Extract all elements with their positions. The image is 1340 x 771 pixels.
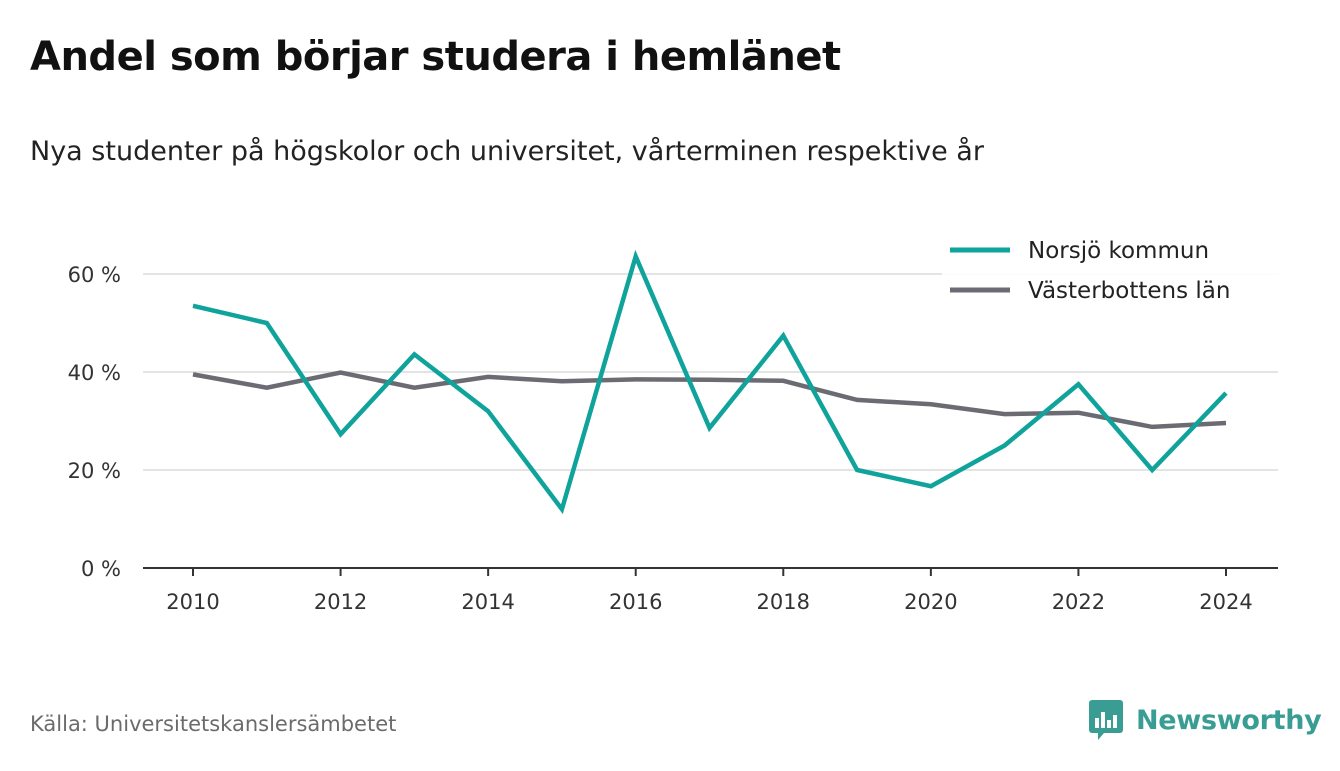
series-line-vasterbotten: [192, 370, 1227, 430]
x-tick-label: 2022: [1052, 590, 1105, 614]
y-tick-label: 40 %: [68, 361, 121, 385]
x-tick-label: 2020: [904, 590, 957, 614]
y-tick-label: 20 %: [68, 459, 121, 483]
legend-label: Västerbottens län: [1028, 278, 1230, 304]
series-line-norsjo: [192, 249, 1228, 515]
y-tick-label: 0 %: [81, 557, 121, 581]
source-note: Källa: Universitetskanslersämbetet: [30, 712, 397, 736]
brand: Newsworthy: [1088, 698, 1322, 742]
x-tick-label: 2014: [461, 590, 514, 614]
legend-label: Norsjö kommun: [1028, 238, 1209, 264]
x-tick-label: 2024: [1199, 590, 1252, 614]
chart-subtitle: Nya studenter på högskolor och universit…: [30, 136, 984, 167]
line-chart: 0 % 20 % 40 % 60 % 2010 2012 2014 2016 2018 2020 2…: [67, 238, 1278, 614]
x-tick-label: 2010: [166, 590, 219, 614]
chart-title: Andel som börjar studera i hemlänet: [30, 34, 841, 80]
newsworthy-logo-icon: [1089, 700, 1123, 740]
x-tick-label: 2018: [757, 590, 810, 614]
y-tick-label: 60 %: [68, 263, 121, 287]
x-tick-label: 2012: [314, 590, 367, 614]
brand-name: Newsworthy: [1136, 704, 1322, 736]
x-tick-label: 2016: [609, 590, 662, 614]
